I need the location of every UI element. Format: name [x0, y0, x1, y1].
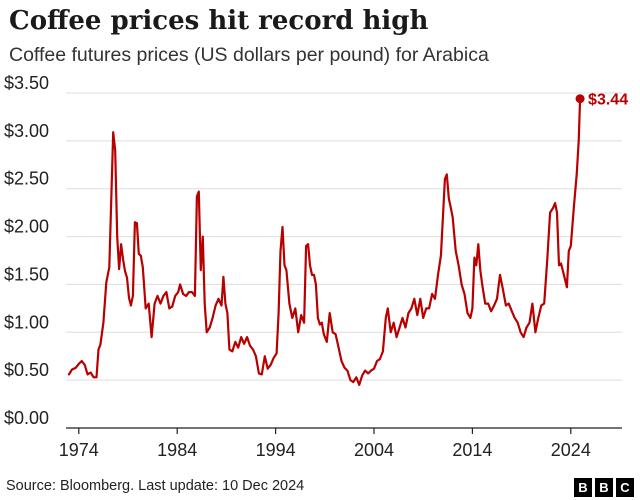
- y-tick-label: $3.50: [4, 73, 49, 93]
- logo-letter: B: [574, 478, 592, 497]
- y-tick-label: $0.50: [4, 360, 49, 380]
- latest-price-dot: [575, 94, 585, 104]
- price-series-line: [67, 97, 582, 386]
- y-tick-label: $3.00: [4, 121, 49, 141]
- y-tick-label: $1.50: [4, 264, 49, 284]
- chart-title: Coffee prices hit record high: [9, 6, 429, 36]
- y-tick-label: $1.00: [4, 312, 49, 332]
- footer: Source: Bloomberg. Last update: 10 Dec 2…: [0, 470, 640, 500]
- chart-subtitle: Coffee futures prices (US dollars per po…: [9, 44, 489, 66]
- bbc-logo: B B C: [574, 478, 634, 497]
- y-tick-label: $0.00: [4, 408, 49, 428]
- x-tick-label: 2024: [551, 440, 591, 460]
- y-tick-label: $2.00: [4, 217, 49, 237]
- x-tick-label: 2014: [452, 440, 492, 460]
- x-tick-label: 1984: [157, 440, 197, 460]
- line-chart: $0.00 $0.50 $1.00 $1.50 $2.00 $2.50 $3.00 $3.50…: [4, 73, 628, 460]
- logo-letter: C: [616, 478, 634, 497]
- y-tick-label: $2.50: [4, 169, 49, 189]
- logo-letter: B: [595, 478, 613, 497]
- x-tick-label: 1974: [59, 440, 99, 460]
- x-tick-label: 1994: [256, 440, 296, 460]
- latest-price-label: $3.44: [588, 92, 628, 109]
- source-note: Source: Bloomberg. Last update: 10 Dec 2…: [6, 478, 305, 494]
- x-tick-label: 2004: [354, 440, 394, 460]
